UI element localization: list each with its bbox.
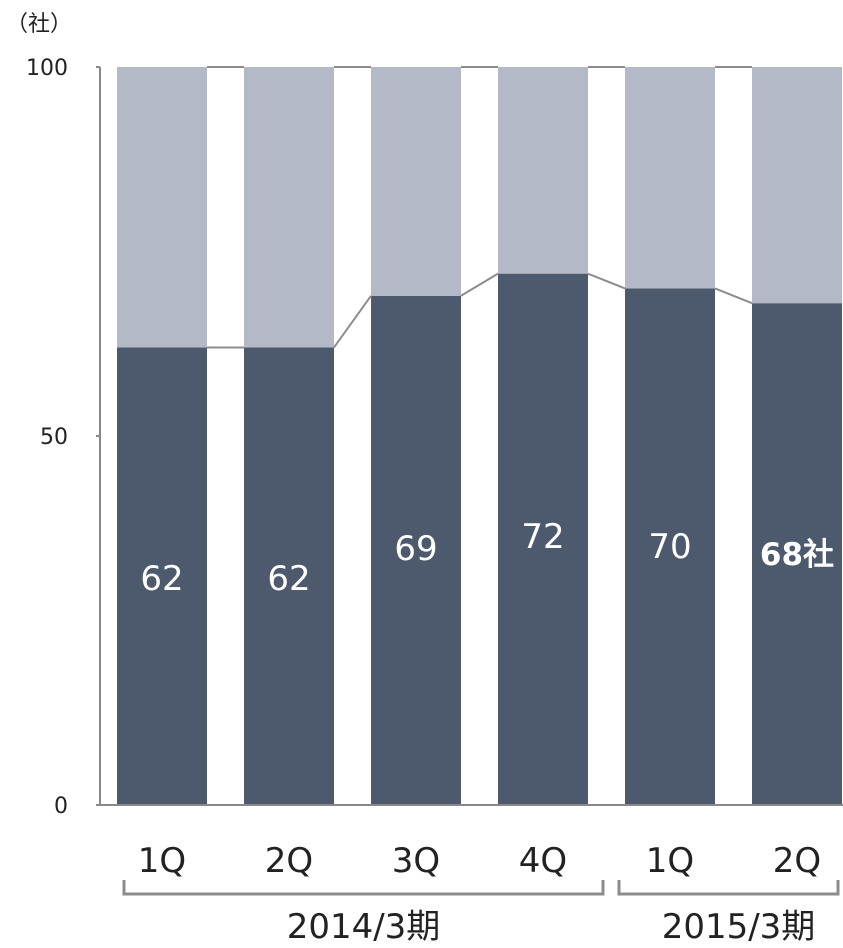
bar-segment-top-3 [371,67,461,296]
y-tick-label-100: 100 [26,56,68,81]
y-unit-label: （社） [6,12,73,37]
data-label-4: 72 [521,517,564,557]
y-tick-label-0: 0 [54,794,68,819]
x-tick-label-3: 3Q [392,841,440,881]
y-tick-label-50: 50 [40,425,68,450]
bar-segment-bottom-1 [117,347,207,805]
data-label-6: 68社 [760,537,834,573]
x-tick-label-1: 1Q [138,841,186,881]
x-tick-label-2: 2Q [265,841,313,881]
x-tick-label-5: 1Q [646,841,694,881]
data-label-1: 62 [140,559,183,599]
connector-line-bottom-2 [333,295,372,349]
data-label-2: 62 [267,559,310,599]
bar-segment-top-1 [117,67,207,348]
bar-segment-top-4 [498,67,588,274]
bar-segment-top-5 [625,67,715,289]
bar-segment-top-6 [752,67,842,304]
connector-line-bottom-5 [714,287,753,305]
group-bracket-2 [617,880,840,896]
bar-segment-bottom-5 [625,288,715,805]
data-label-5: 70 [648,527,691,567]
bar-segment-bottom-2 [244,347,334,805]
connector-line-bottom-4 [587,272,626,290]
group-label-1: 2014/3期 [287,907,441,947]
bar-segment-top-2 [244,67,334,348]
connector-line-bottom-3 [460,272,499,297]
x-tick-label-6: 2Q [773,841,821,881]
group-bracket-1 [122,880,605,896]
x-tick-label-4: 4Q [519,841,567,881]
data-label-3: 69 [394,529,437,569]
bar-segment-bottom-6 [752,303,842,805]
group-label-2: 2015/3期 [662,907,816,947]
bar-segment-bottom-4 [498,273,588,805]
bar-segment-bottom-3 [371,295,461,805]
